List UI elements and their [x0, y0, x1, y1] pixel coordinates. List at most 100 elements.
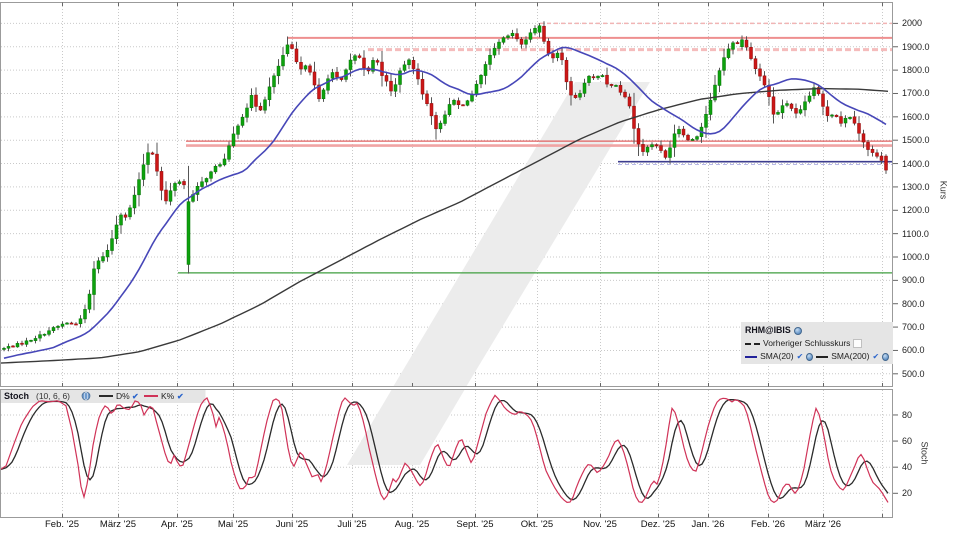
candle-body — [875, 152, 879, 157]
candle-body — [335, 71, 339, 78]
sma20-label: SMA(20) — [760, 351, 794, 361]
candle-body — [803, 101, 807, 111]
candle-body — [74, 323, 78, 326]
globe-icon — [83, 391, 89, 401]
candle-body — [434, 115, 438, 130]
candle-body — [276, 65, 281, 77]
candle-body — [641, 144, 645, 152]
sma20-check-icon[interactable]: ✔ — [796, 351, 804, 361]
instrument-title: RHM@IBIS — [745, 325, 791, 335]
candle-body — [155, 153, 159, 172]
month-label: März '26 — [804, 519, 842, 530]
candle-body — [60, 323, 65, 327]
month-label: Mai '25 — [217, 519, 249, 530]
price-tick-label: 500.0 — [902, 368, 925, 379]
globe-icon[interactable] — [793, 326, 802, 335]
candle-body — [492, 47, 497, 56]
candle-body — [488, 54, 492, 65]
candle-body — [263, 99, 267, 111]
candle-body — [173, 183, 177, 191]
price-tick-label: 2000 — [902, 18, 923, 29]
price-tick-label: 1500.0 — [902, 135, 930, 146]
candle-body — [798, 109, 803, 114]
candle-body — [294, 48, 299, 63]
candle-body — [317, 84, 321, 100]
candle-body — [20, 342, 24, 345]
candle-body — [443, 114, 447, 124]
candle-body — [852, 116, 857, 124]
candle-body — [861, 133, 866, 143]
candle-body — [11, 345, 15, 348]
candle-body — [200, 181, 204, 187]
candle-body — [609, 84, 614, 86]
candle-body — [870, 148, 875, 153]
axis-ticks — [893, 22, 898, 494]
price-tick-label: 1200.0 — [902, 205, 930, 216]
prev-close-checkbox[interactable] — [853, 339, 863, 348]
candle-body — [681, 128, 686, 136]
globe-icon[interactable] — [882, 352, 889, 361]
price-tick-label: 1300.0 — [902, 181, 930, 192]
candle-body — [510, 32, 515, 37]
candle-body — [254, 94, 258, 107]
candle-body — [812, 87, 816, 96]
month-label: Okt. '25 — [520, 519, 554, 530]
stoch-tick-label: 40 — [902, 462, 913, 473]
d-percent-line — [0, 398, 889, 501]
candle-body — [614, 85, 618, 87]
candle-body — [717, 70, 722, 86]
candle-body — [267, 86, 272, 100]
candle-body — [398, 70, 402, 85]
sma200-check-icon[interactable]: ✔ — [872, 351, 880, 361]
candle-body — [353, 55, 357, 61]
candle-body — [177, 181, 182, 184]
candle-body — [479, 75, 483, 85]
candle-body — [879, 155, 884, 161]
stoch-tick-label: 20 — [902, 488, 913, 499]
candle-body — [375, 60, 380, 63]
candle-body — [690, 139, 695, 141]
candle-body — [560, 52, 564, 61]
candle-body — [321, 89, 326, 100]
price-panel: RHM@IBIS Vorheriger Schlusskurs SMA(20) … — [0, 2, 893, 387]
candle-body — [528, 32, 533, 40]
month-label: Nov. '25 — [583, 519, 617, 530]
candle-body — [299, 62, 303, 70]
prev-close-label: Vorheriger Schlusskurs — [763, 338, 851, 348]
globe-icon[interactable] — [806, 352, 814, 361]
candle-body — [128, 207, 132, 218]
candle-body — [546, 40, 551, 54]
candle-body — [402, 64, 407, 71]
stoch-title: Stoch — [4, 391, 29, 401]
candle-body — [839, 116, 843, 124]
price-legend: RHM@IBIS Vorheriger Schlusskurs SMA(20) … — [741, 322, 893, 364]
price-chart-canvas[interactable] — [0, 2, 893, 387]
candle-body — [51, 327, 56, 331]
candle-body — [105, 250, 110, 258]
candle-body — [686, 134, 690, 141]
candle-body — [389, 80, 393, 92]
prev-close-line-sample — [745, 342, 760, 345]
month-label: März '25 — [99, 519, 137, 530]
price-tick-label: 1000.0 — [902, 252, 930, 262]
candle-body — [776, 112, 780, 115]
candle-body — [330, 72, 335, 79]
candle-body — [519, 38, 524, 45]
candle-body — [87, 293, 92, 310]
globe-icon[interactable] — [81, 391, 91, 401]
candle-body — [416, 68, 420, 80]
month-label: Apr. '25 — [161, 519, 193, 530]
stoch-axis-title: Stoch — [919, 441, 930, 465]
candle-body — [209, 171, 213, 179]
candle-body — [501, 37, 506, 43]
candle-body — [290, 44, 294, 49]
candle-body — [506, 35, 510, 38]
month-label: Juni '25 — [275, 519, 309, 530]
candle-body — [668, 147, 672, 158]
candle-body — [303, 65, 308, 70]
candle-body — [789, 103, 794, 109]
stoch-chart-canvas[interactable]: Stoch (10, 6, 6) D% ✔ K% ✔ — [0, 389, 893, 518]
candle-body — [627, 96, 632, 107]
candle-body — [83, 309, 87, 320]
candle-body — [695, 136, 699, 140]
